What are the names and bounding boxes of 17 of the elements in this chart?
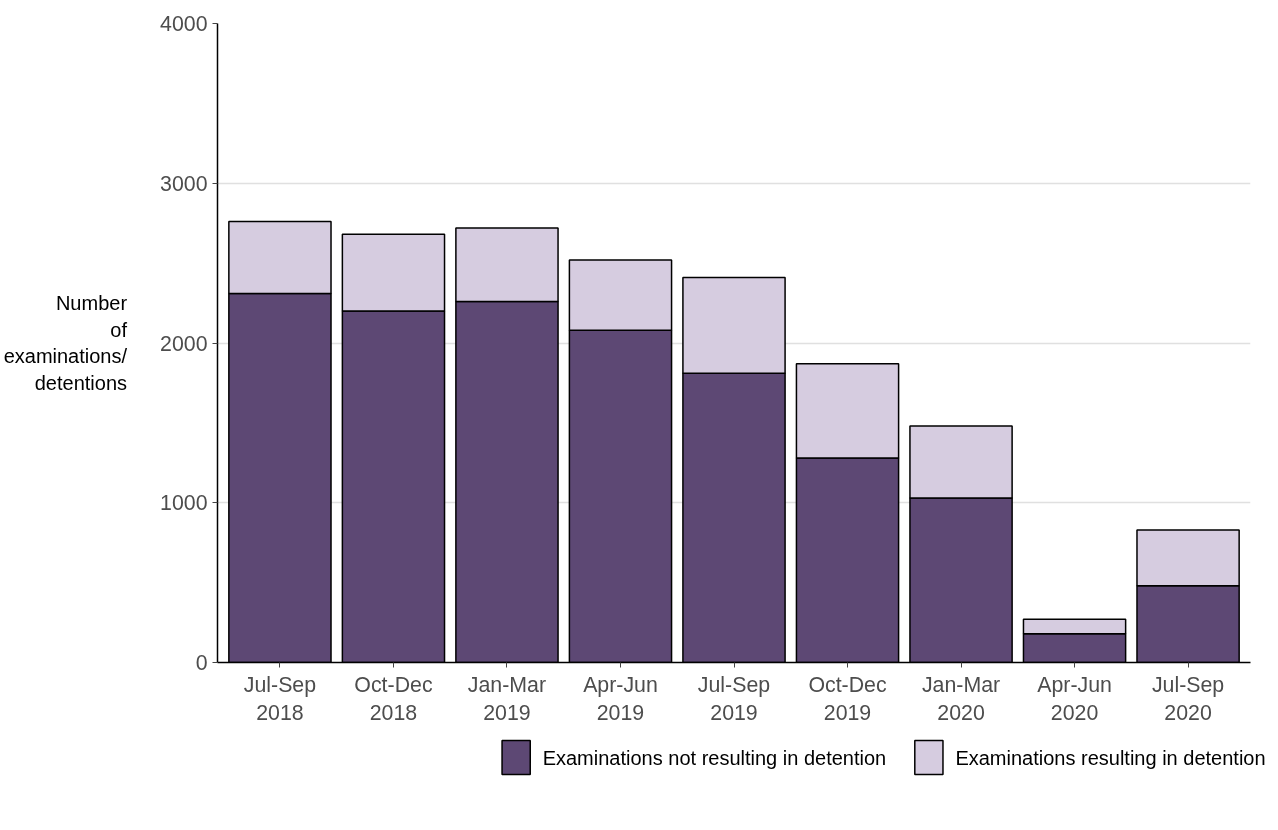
x-tick-label: Apr-Jun 2019 [583,672,658,726]
y-tick-label: 4000 [160,12,208,36]
y-tick-label: 1000 [160,491,208,516]
x-tick-label: Apr-Jun 2020 [1037,672,1112,726]
x-tick-label: Jan-Mar 2020 [921,672,1001,726]
x-tick-label: Jul-Sep 2018 [243,672,317,726]
y-axis-title: Number of examinations/ detentions [3,292,128,394]
x-tick-label: Jan-Mar 2019 [467,672,547,726]
y-tick-label: 3000 [160,171,208,196]
x-tick-label: Jul-Sep 2019 [697,672,771,726]
x-tick-label: Jul-Sep 2020 [1151,672,1225,726]
x-tick-label: Oct-Dec 2018 [354,672,433,726]
y-tick-label: 0 [195,651,208,675]
y-tick-label: 2000 [160,331,208,356]
legend-label: Examinations not resulting in detention [542,746,887,769]
legend-label: Examinations resulting in detention [955,746,1266,769]
x-tick-label: Oct-Dec 2019 [808,672,887,726]
